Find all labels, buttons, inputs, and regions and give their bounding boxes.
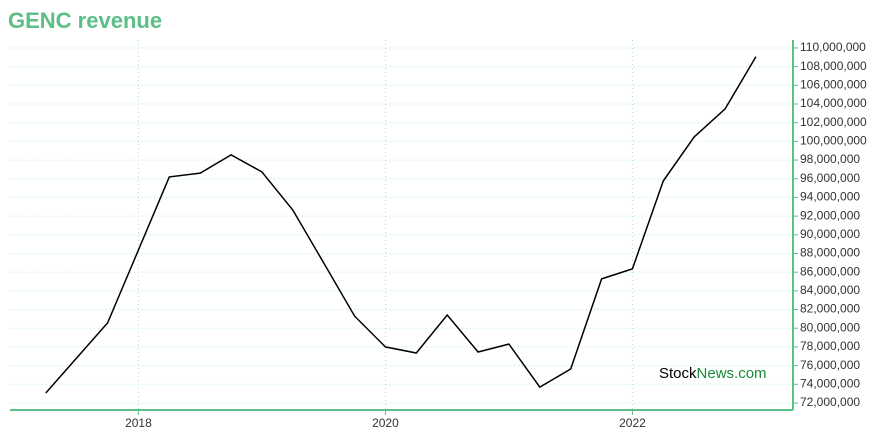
- y-tick-label: 84,000,000: [800, 283, 860, 297]
- y-tick-label: 96,000,000: [800, 171, 860, 185]
- y-tick-label: 86,000,000: [800, 264, 860, 278]
- watermark: StockNews.com: [659, 365, 767, 382]
- y-tick-label: 100,000,000: [800, 134, 867, 148]
- y-tick-label: 72,000,000: [800, 395, 860, 409]
- line: [45, 56, 757, 394]
- y-tick-label: 90,000,000: [800, 227, 860, 241]
- x-tick-label: 2018: [125, 416, 152, 430]
- y-tick-label: 106,000,000: [800, 77, 867, 91]
- watermark-part: Stock: [659, 365, 697, 382]
- watermark-part: News.com: [697, 365, 767, 382]
- y-tick-label: 88,000,000: [800, 246, 860, 260]
- y-tick-label: 98,000,000: [800, 152, 860, 166]
- y-tick-label: 92,000,000: [800, 208, 860, 222]
- x-tick-label: 2020: [372, 416, 399, 430]
- chart-title: GENC revenue: [8, 8, 162, 33]
- y-tick-label: 108,000,000: [800, 59, 867, 73]
- y-tick-label: 82,000,000: [800, 302, 860, 316]
- y-tick-label: 102,000,000: [800, 115, 867, 129]
- y-tick-label: 78,000,000: [800, 339, 860, 353]
- y-tick-label: 74,000,000: [800, 376, 860, 390]
- y-tick-label: 110,000,000: [800, 40, 866, 54]
- y-tick-label: 76,000,000: [800, 358, 860, 372]
- x-tick-label: 2022: [619, 416, 646, 430]
- y-tick-label: 94,000,000: [800, 190, 860, 204]
- y-tick-label: 104,000,000: [800, 96, 867, 110]
- y-tick-label: 80,000,000: [800, 320, 860, 334]
